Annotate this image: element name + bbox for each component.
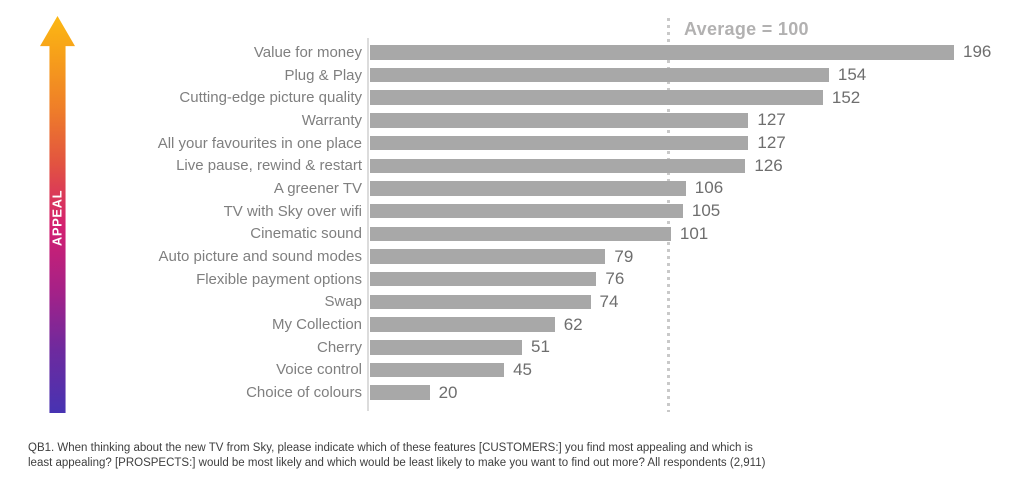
value-label: 152 — [831, 87, 861, 107]
bar-row: Auto picture and sound modes 79 — [0, 245, 1027, 268]
category-label: Cherry — [316, 338, 362, 356]
value-label: 51 — [531, 337, 550, 357]
category-label: Value for money — [253, 43, 362, 61]
bar-track: 105 — [370, 201, 720, 221]
value-label: 62 — [563, 314, 583, 334]
category-label: A greener TV — [273, 179, 362, 197]
bar-row: Cinematic sound 101 — [0, 223, 1027, 246]
footnote: QB1. When thinking about the new TV from… — [28, 441, 765, 471]
category-label: My Collection — [271, 316, 362, 334]
category-axis-line — [367, 38, 369, 411]
bar — [370, 385, 430, 400]
bar-row: All your favourites in one place 127 — [0, 132, 1027, 155]
bar-row: Swap 74 — [0, 291, 1027, 314]
average-annotation: Average = 100 — [684, 19, 809, 39]
bar — [370, 362, 505, 378]
bar-row: Warranty 127 — [0, 109, 1027, 132]
bar-track: 154 — [370, 65, 866, 85]
footnote-line-2: least appealing? [PROSPECTS:] would be m… — [28, 457, 766, 469]
bar-track: 76 — [370, 269, 624, 289]
bar — [370, 113, 749, 128]
bar-row: Choice of colours 20 — [0, 381, 1027, 404]
bar-row: A greener TV 106 — [0, 177, 1027, 200]
bar — [370, 203, 683, 219]
value-label: 127 — [757, 133, 786, 153]
bar-track: 106 — [370, 178, 723, 198]
bar — [370, 67, 829, 83]
bar — [370, 249, 606, 264]
bar — [370, 135, 749, 151]
value-label: 79 — [614, 246, 634, 266]
bar-row: Live pause, rewind & restart 126 — [0, 154, 1027, 177]
category-label: Plug & Play — [284, 66, 362, 84]
value-label: 20 — [438, 382, 458, 402]
value-label: 126 — [754, 155, 783, 175]
category-label: TV with Sky over wifi — [223, 202, 362, 220]
bar — [370, 90, 823, 105]
bar-row: Cherry 51 — [0, 336, 1027, 359]
value-label: 196 — [963, 42, 992, 62]
value-label: 101 — [679, 223, 709, 243]
bar-track: 45 — [370, 360, 532, 380]
bar — [370, 226, 671, 242]
value-label: 106 — [694, 178, 724, 198]
category-label: Choice of colours — [246, 384, 362, 402]
bar-rows: Value for money 196 Plug & Play 154 Cutt… — [0, 41, 1027, 404]
value-label: 74 — [599, 291, 619, 311]
footnote-line-1: QB1. When thinking about the new TV from… — [28, 442, 753, 454]
value-label: 105 — [691, 201, 721, 221]
bar-row: Voice control 45 — [0, 359, 1027, 382]
bar — [370, 317, 555, 332]
category-label: Cutting-edge picture quality — [179, 89, 362, 107]
bar — [370, 45, 954, 60]
bar-track: 101 — [370, 224, 708, 244]
bar-row: TV with Sky over wifi 105 — [0, 200, 1027, 223]
bar-track: 127 — [370, 110, 786, 130]
bar-track: 126 — [370, 156, 783, 176]
bar — [370, 158, 746, 174]
bar-row: My Collection 62 — [0, 313, 1027, 336]
category-label: Swap — [324, 293, 362, 311]
category-label: Warranty — [301, 111, 362, 129]
bar-track: 127 — [370, 133, 786, 153]
bar — [370, 181, 686, 196]
value-label: 76 — [605, 269, 625, 289]
value-label: 154 — [837, 65, 867, 85]
bar — [370, 294, 591, 310]
category-label: Voice control — [276, 361, 362, 379]
bar-track: 79 — [370, 247, 633, 267]
bar — [370, 271, 597, 287]
bar-track: 20 — [370, 383, 458, 403]
category-label: Live pause, rewind & restart — [176, 157, 362, 175]
category-label: Cinematic sound — [250, 225, 362, 243]
category-label: Auto picture and sound modes — [158, 248, 362, 266]
bar-track: 74 — [370, 292, 618, 312]
category-label: All your favourites in one place — [157, 134, 362, 152]
value-label: 45 — [513, 359, 533, 379]
bar-row: Cutting-edge picture quality 152 — [0, 86, 1027, 109]
category-label: Flexible payment options — [196, 270, 362, 288]
bar — [370, 340, 522, 355]
bar-track: 196 — [370, 42, 991, 62]
bar-track: 62 — [370, 315, 583, 335]
bar-track: 152 — [370, 88, 860, 108]
bar-row: Plug & Play 154 — [0, 64, 1027, 87]
bar-track: 51 — [370, 337, 550, 357]
bar-row: Value for money 196 — [0, 41, 1027, 64]
value-label: 127 — [757, 110, 786, 130]
bar-row: Flexible payment options 76 — [0, 268, 1027, 291]
